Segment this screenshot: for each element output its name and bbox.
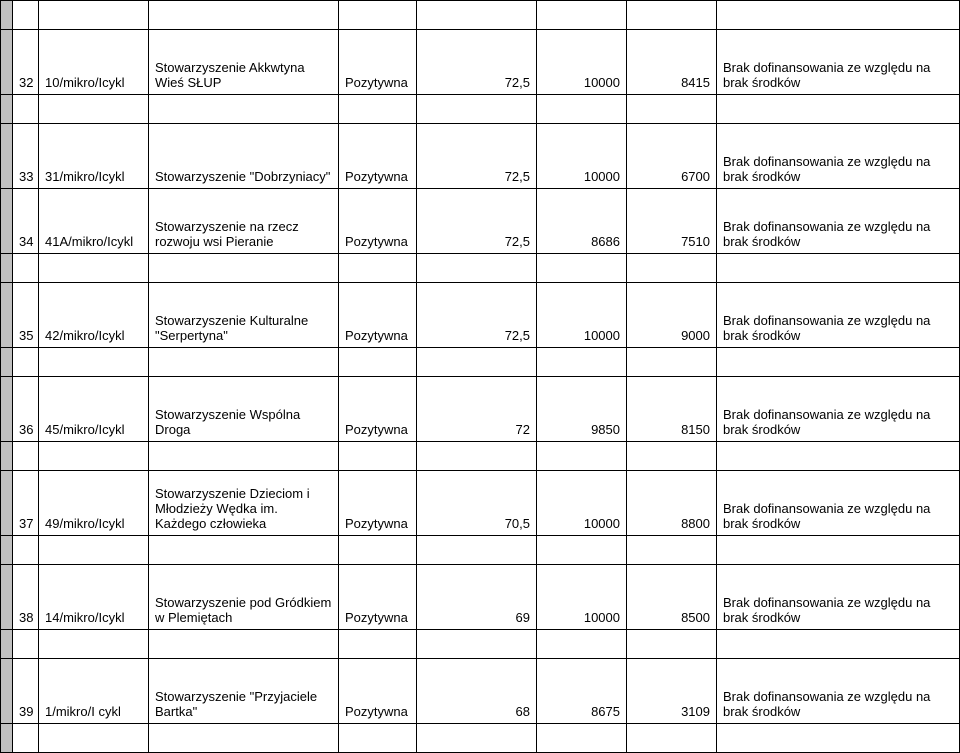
- cell-name: Stowarzyszenie "Dobrzyniacy": [149, 124, 339, 189]
- cell-v1: 70,5: [417, 471, 537, 536]
- cell-status: Brak dofinansowania ze względu na brak ś…: [717, 189, 960, 254]
- cell-status: Brak dofinansowania ze względu na brak ś…: [717, 565, 960, 630]
- cell-status: Brak dofinansowania ze względu na brak ś…: [717, 471, 960, 536]
- cell-v3: 7510: [627, 189, 717, 254]
- row-shade: [1, 30, 13, 95]
- cell-v1: 72: [417, 377, 537, 442]
- table-row: 3645/mikro/IcyklStowarzyszenie Wspólna D…: [1, 377, 960, 442]
- cell-v2: 10000: [537, 124, 627, 189]
- row-shade: [1, 630, 13, 659]
- cell-v1: 72,5: [417, 124, 537, 189]
- table-row: 3331/mikro/IcyklStowarzyszenie "Dobrzyni…: [1, 124, 960, 189]
- cell-ref: 14/mikro/Icykl: [39, 565, 149, 630]
- row-shade: [1, 1, 13, 30]
- cell-name: Stowarzyszenie Akkwtyna Wieś SŁUP: [149, 30, 339, 95]
- spacer-row: [1, 724, 960, 753]
- spacer-row: [1, 95, 960, 124]
- cell-v1: 69: [417, 565, 537, 630]
- cell-ref: 31/mikro/Icykl: [39, 124, 149, 189]
- row-shade: [1, 377, 13, 442]
- cell-v1: 72,5: [417, 283, 537, 348]
- cell-v2: 8686: [537, 189, 627, 254]
- row-shade: [1, 536, 13, 565]
- cell-ocena: Pozytywna: [339, 189, 417, 254]
- row-shade: [1, 724, 13, 753]
- spacer-row: [1, 630, 960, 659]
- cell-ocena: Pozytywna: [339, 659, 417, 724]
- cell-lp: 38: [13, 565, 39, 630]
- cell-ref: 1/mikro/I cykl: [39, 659, 149, 724]
- cell-status: Brak dofinansowania ze względu na brak ś…: [717, 377, 960, 442]
- grants-table: 3210/mikro/IcyklStowarzyszenie Akkwtyna …: [0, 0, 960, 753]
- cell-ref: 45/mikro/Icykl: [39, 377, 149, 442]
- cell-ref: 42/mikro/Icykl: [39, 283, 149, 348]
- table-row: 3814/mikro/IcyklStowarzyszenie pod Gródk…: [1, 565, 960, 630]
- cell-ocena: Pozytywna: [339, 283, 417, 348]
- cell-v2: 9850: [537, 377, 627, 442]
- cell-ocena: Pozytywna: [339, 377, 417, 442]
- row-shade: [1, 95, 13, 124]
- cell-lp: 35: [13, 283, 39, 348]
- cell-v3: 3109: [627, 659, 717, 724]
- cell-name: Stowarzyszenie Kulturalne "Serpertyna": [149, 283, 339, 348]
- cell-status: Brak dofinansowania ze względu na brak ś…: [717, 659, 960, 724]
- cell-ref: 49/mikro/Icykl: [39, 471, 149, 536]
- table-row: 3542/mikro/IcyklStowarzyszenie Kulturaln…: [1, 283, 960, 348]
- cell-lp: 37: [13, 471, 39, 536]
- cell-status: Brak dofinansowania ze względu na brak ś…: [717, 124, 960, 189]
- cell-v2: 10000: [537, 471, 627, 536]
- cell-v1: 68: [417, 659, 537, 724]
- row-shade: [1, 348, 13, 377]
- cell-name: Stowarzyszenie na rzecz rozwoju wsi Pier…: [149, 189, 339, 254]
- cell-v2: 10000: [537, 283, 627, 348]
- cell-ocena: Pozytywna: [339, 471, 417, 536]
- cell-ocena: Pozytywna: [339, 124, 417, 189]
- spacer-row: [1, 348, 960, 377]
- cell-v3: 9000: [627, 283, 717, 348]
- cell-v3: 8150: [627, 377, 717, 442]
- cell-lp: 39: [13, 659, 39, 724]
- cell-v1: 72,5: [417, 30, 537, 95]
- spacer-row: [1, 1, 960, 30]
- table-row: 3441A/mikro/IcyklStowarzyszenie na rzecz…: [1, 189, 960, 254]
- cell-name: Stowarzyszenie Dzieciom i Młodzieży Wędk…: [149, 471, 339, 536]
- cell-name: Stowarzyszenie "Przyjaciele Bartka": [149, 659, 339, 724]
- cell-v1: 72,5: [417, 189, 537, 254]
- cell-lp: 32: [13, 30, 39, 95]
- cell-v3: 8800: [627, 471, 717, 536]
- row-shade: [1, 471, 13, 536]
- table-row: 3210/mikro/IcyklStowarzyszenie Akkwtyna …: [1, 30, 960, 95]
- row-shade: [1, 189, 13, 254]
- cell-ref: 10/mikro/Icykl: [39, 30, 149, 95]
- cell-status: Brak dofinansowania ze względu na brak ś…: [717, 283, 960, 348]
- table-row: 391/mikro/I cyklStowarzyszenie "Przyjaci…: [1, 659, 960, 724]
- spacer-row: [1, 442, 960, 471]
- cell-lp: 33: [13, 124, 39, 189]
- cell-v2: 8675: [537, 659, 627, 724]
- spacer-row: [1, 254, 960, 283]
- row-shade: [1, 659, 13, 724]
- row-shade: [1, 124, 13, 189]
- cell-v3: 8415: [627, 30, 717, 95]
- spacer-row: [1, 536, 960, 565]
- cell-lp: 34: [13, 189, 39, 254]
- cell-status: Brak dofinansowania ze względu na brak ś…: [717, 30, 960, 95]
- row-shade: [1, 565, 13, 630]
- cell-v3: 8500: [627, 565, 717, 630]
- cell-v2: 10000: [537, 565, 627, 630]
- cell-ref: 41A/mikro/Icykl: [39, 189, 149, 254]
- cell-v2: 10000: [537, 30, 627, 95]
- row-shade: [1, 442, 13, 471]
- cell-ocena: Pozytywna: [339, 565, 417, 630]
- cell-v3: 6700: [627, 124, 717, 189]
- cell-lp: 36: [13, 377, 39, 442]
- table-row: 3749/mikro/IcyklStowarzyszenie Dzieciom …: [1, 471, 960, 536]
- cell-name: Stowarzyszenie pod Gródkiem w Plemiętach: [149, 565, 339, 630]
- row-shade: [1, 254, 13, 283]
- row-shade: [1, 283, 13, 348]
- cell-ocena: Pozytywna: [339, 30, 417, 95]
- cell-name: Stowarzyszenie Wspólna Droga: [149, 377, 339, 442]
